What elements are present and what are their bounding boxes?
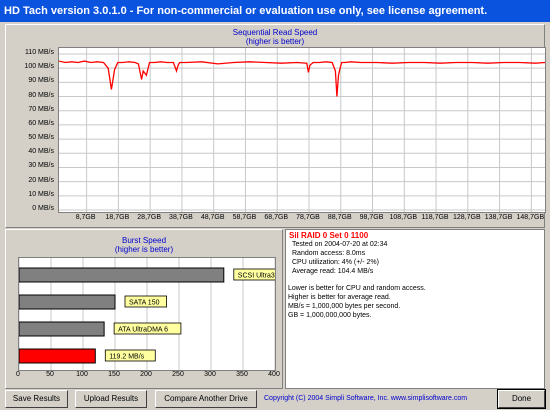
done-label: Done <box>511 394 532 403</box>
read-x-tick-label: 28,7GB <box>137 214 162 221</box>
read-x-tick-label: 88,7GB <box>327 214 352 221</box>
done-button[interactable]: Done <box>497 389 546 409</box>
compare-drive-label: Compare Another Drive <box>164 394 248 403</box>
burst-chart-title: Burst Speed <box>121 236 167 245</box>
burst-x-tick-label: 400 <box>268 371 280 378</box>
burst-x-tick-label: 250 <box>172 371 184 378</box>
note-average: Higher is better for average read. <box>288 294 391 301</box>
read-y-tick-label: 60 MB/s <box>28 119 54 127</box>
burst-chart-subtitle: (higher is better) <box>114 245 174 254</box>
save-results-label: Save Results <box>12 394 61 403</box>
drive-name: Sil RAID 0 Set 0 1100 <box>289 231 369 240</box>
read-x-tick-label: 118,7GB <box>421 214 449 221</box>
read-y-tick-label: 20 MB/s <box>28 176 54 184</box>
results-info-box: Sil RAID 0 Set 0 1100 Tested on 2004-07-… <box>285 229 545 389</box>
burst-x-tick-label: 350 <box>236 371 248 378</box>
burst-bar-label-box <box>233 268 275 281</box>
read-x-tick-label: 68,7GB <box>264 214 289 221</box>
burst-bar-label: SATA 150 <box>129 300 160 307</box>
burst-bar-label-box <box>124 295 167 308</box>
burst-bar-label: ATA UltraDMA 6 <box>118 327 168 334</box>
read-x-tick-label: 8,7GB <box>75 214 96 221</box>
burst-bar-label-box <box>113 322 182 335</box>
cpu-utilization: CPU utilization: 4% (+/- 2%) <box>292 259 379 266</box>
note-gb: GB = 1,000,000,000 bytes. <box>288 312 372 319</box>
note-cpu: Lower is better for CPU and random acces… <box>288 285 426 292</box>
burst-x-tick-label: 0 <box>16 371 20 378</box>
burst-x-tick-label: 150 <box>108 371 120 378</box>
save-results-button[interactable]: Save Results <box>5 390 68 408</box>
read-x-tick-label: 18,7GB <box>105 214 130 221</box>
burst-bar-label: 119.2 MB/s <box>109 354 144 361</box>
burst-bar-label-box <box>104 349 156 362</box>
read-y-tick-label: 100 MB/s <box>24 63 54 71</box>
read-x-tick-label: 58,7GB <box>232 214 257 221</box>
read-chart-plot <box>58 47 546 213</box>
read-chart-title: Sequential Read Speed <box>232 28 318 37</box>
window-title: HD Tach version 3.0.1.0 - For non-commer… <box>4 5 488 17</box>
burst-x-tick-label: 300 <box>204 371 216 378</box>
read-x-tick-label: 138,7GB <box>484 214 513 221</box>
random-access: Random access: 8.0ms <box>292 250 366 257</box>
read-y-tick-label: 70 MB/s <box>28 105 54 113</box>
burst-x-tick-label: 100 <box>76 371 88 378</box>
burst-bar <box>19 294 116 310</box>
upload-results-button[interactable]: Upload Results <box>75 390 147 408</box>
burst-bar-label: SCSI Ultra320 <box>238 273 276 280</box>
read-y-tick-label: 10 MB/s <box>28 190 54 198</box>
burst-chart-plot: SCSI Ultra320 SATA 150 ATA UltraDMA 6 119.2… <box>18 257 276 371</box>
read-y-tick-label: 50 MB/s <box>28 134 54 142</box>
read-chart-panel: Sequential Read Speed (higher is better)… <box>5 24 546 229</box>
title-bar: HD Tach version 3.0.1.0 - For non-commer… <box>0 0 550 22</box>
burst-chart-panel: Burst Speed (higher is better) SCSI Ultr… <box>5 229 283 389</box>
read-x-tick-label: 108,7GB <box>389 214 418 221</box>
read-x-tick-label: 128,7GB <box>452 214 481 221</box>
burst-bar <box>19 267 225 283</box>
upload-results-label: Upload Results <box>83 394 139 403</box>
burst-bar <box>19 321 105 337</box>
read-speed-line <box>59 60 545 97</box>
read-x-axis: 8,7GB 18,7GB 28,7GB 38,7GB 48,7GB 58,7GB 68,7G… <box>58 214 544 226</box>
average-read: Average read: 104.4 MB/s <box>292 268 374 275</box>
read-y-tick-label: 90 MB/s <box>28 77 54 85</box>
read-x-tick-label: 78,7GB <box>296 214 320 221</box>
burst-x-tick-label: 50 <box>46 371 54 378</box>
read-x-tick-label: 48,7GB <box>200 214 225 221</box>
copyright-link[interactable]: Copyright (C) 2004 Simpli Software, Inc.… <box>264 395 468 402</box>
read-y-tick-label: 40 MB/s <box>28 148 54 156</box>
read-y-tick-label: 110 MB/s <box>24 49 54 56</box>
compare-drive-button[interactable]: Compare Another Drive <box>155 390 257 408</box>
read-y-axis: 110 MB/s 100 MB/s 90 MB/s 80 MB/s 70 MB/s 60 … <box>6 25 54 229</box>
read-chart-subtitle: (higher is better) <box>245 37 305 46</box>
read-y-tick-label: 0 MB/s <box>32 205 54 212</box>
note-mbs: MB/s = 1,000,000 bytes per second. <box>288 303 401 310</box>
tested-on: Tested on 2004-07-20 at 02:34 <box>292 241 388 248</box>
read-x-tick-label: 148,7GB <box>516 214 545 221</box>
burst-x-axis: 0 50 100 150 200 250 300 350 400 <box>16 371 280 383</box>
burst-bar <box>19 348 96 364</box>
read-y-tick-label: 30 MB/s <box>28 162 54 170</box>
read-x-tick-label: 98,7GB <box>359 214 384 221</box>
read-y-tick-label: 80 MB/s <box>28 91 54 99</box>
read-x-tick-label: 38,7GB <box>169 214 193 221</box>
burst-x-tick-label: 200 <box>140 371 152 378</box>
